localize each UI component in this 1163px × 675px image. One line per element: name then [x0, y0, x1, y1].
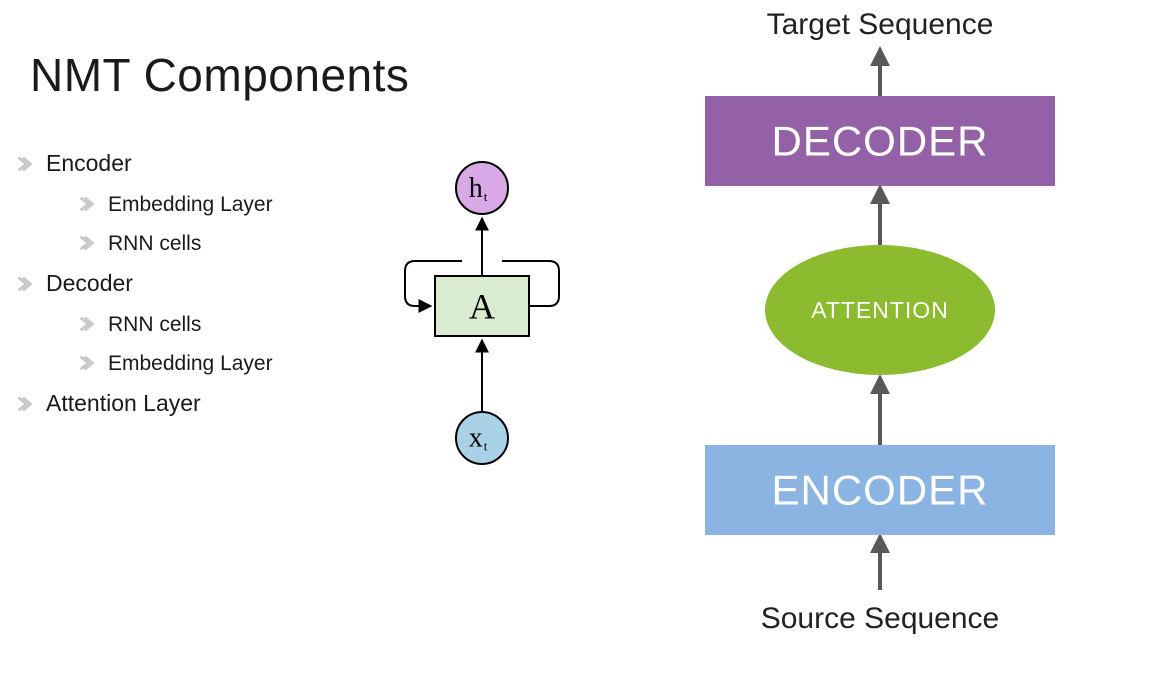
- chevron-icon: [18, 157, 36, 171]
- bullet-text: Decoder: [46, 270, 133, 298]
- bullet-list: Encoder Embedding Layer RNN cells Decoder RN…: [18, 150, 273, 432]
- svg-text:ATTENTION: ATTENTION: [811, 297, 949, 323]
- rnn-diagram: Ahtxt: [375, 150, 590, 490]
- bullet-level2: Embedding Layer: [80, 351, 273, 376]
- bullet-level2: RNN cells: [80, 231, 273, 256]
- bullet-text: RNN cells: [108, 231, 201, 256]
- bullet-level1: Encoder: [18, 150, 273, 178]
- chevron-icon: [80, 236, 98, 250]
- bullet-text: Encoder: [46, 150, 132, 178]
- chevron-icon: [80, 356, 98, 370]
- bullet-text: Embedding Layer: [108, 192, 273, 217]
- chevron-icon: [18, 277, 36, 291]
- svg-text:ENCODER: ENCODER: [771, 467, 988, 514]
- svg-text:Source Sequence: Source Sequence: [761, 602, 1000, 635]
- bullet-text: RNN cells: [108, 312, 201, 337]
- svg-text:Target Sequence: Target Sequence: [767, 8, 994, 41]
- svg-text:A: A: [469, 287, 495, 327]
- bullet-text: Embedding Layer: [108, 351, 273, 376]
- bullet-level1: Decoder: [18, 270, 273, 298]
- pipeline-diagram: Target Sequence Source Sequence DECODER ATT…: [625, 0, 1145, 675]
- chevron-icon: [80, 317, 98, 331]
- slide-title: NMT Components: [30, 48, 409, 102]
- bullet-level2: RNN cells: [80, 312, 273, 337]
- chevron-icon: [80, 197, 98, 211]
- bullet-level1: Attention Layer: [18, 390, 273, 418]
- chevron-icon: [18, 397, 36, 411]
- bullet-level2: Embedding Layer: [80, 192, 273, 217]
- bullet-text: Attention Layer: [46, 390, 201, 418]
- svg-text:DECODER: DECODER: [771, 118, 988, 165]
